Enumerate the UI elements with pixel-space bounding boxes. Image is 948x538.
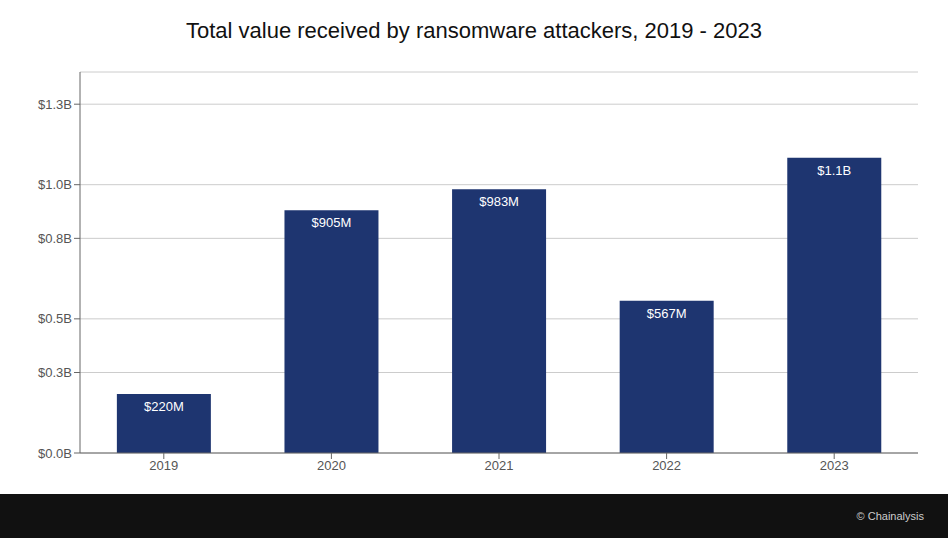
html-text:Total value received by ransom: Total value received by ransomware attac…	[186, 18, 762, 43]
svg-text:2023: 2023	[820, 458, 849, 473]
svg-text:$1.1B: $1.1B	[817, 163, 851, 178]
svg-text:$983M: $983M	[479, 194, 519, 209]
html-text:© Chainalysis: © Chainalysis	[856, 510, 924, 522]
svg-text:$220M: $220M	[144, 399, 184, 414]
svg-text:$567M: $567M	[647, 306, 687, 321]
svg-text:$0.8B: $0.8B	[38, 231, 72, 246]
svg-text:$0.3B: $0.3B	[38, 365, 72, 380]
svg-text:$0.0B: $0.0B	[38, 446, 72, 461]
svg-text:2019: 2019	[149, 458, 178, 473]
svg-text:$0.5B: $0.5B	[38, 311, 72, 326]
svg-text:$1.0B: $1.0B	[38, 177, 72, 192]
svg-text:$1.3B: $1.3B	[38, 97, 72, 112]
svg-text:2020: 2020	[317, 458, 346, 473]
svg-text:$905M: $905M	[312, 215, 352, 230]
svg-text:2022: 2022	[652, 458, 681, 473]
svg-text:2021: 2021	[485, 458, 514, 473]
